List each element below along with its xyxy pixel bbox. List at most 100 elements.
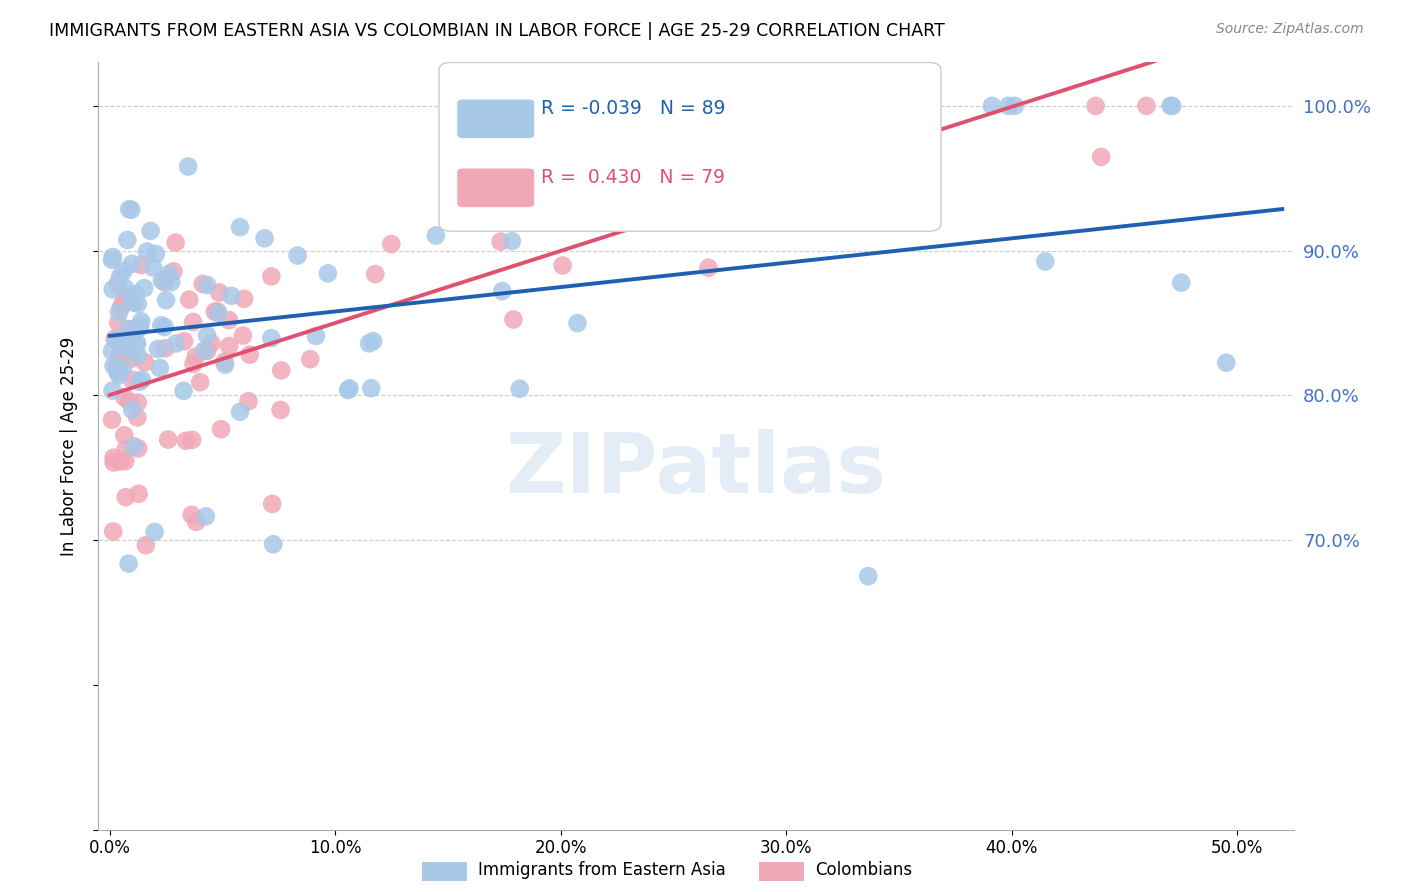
Point	[179, 293, 201, 307]
Point	[112, 390, 135, 404]
Point	[229, 405, 252, 419]
Point	[1135, 99, 1157, 113]
Point	[129, 258, 152, 272]
Point	[359, 336, 381, 351]
Point	[149, 361, 172, 376]
Point	[1090, 150, 1112, 164]
Point	[155, 293, 177, 308]
Point	[117, 233, 139, 247]
Point	[128, 320, 150, 334]
Point	[125, 337, 148, 351]
Point	[160, 275, 183, 289]
Text: R =  0.430   N = 79: R = 0.430 N = 79	[541, 168, 724, 186]
Point	[981, 99, 1004, 113]
Point	[208, 285, 231, 300]
Point	[491, 284, 513, 298]
Point	[118, 202, 141, 217]
Point	[260, 269, 283, 284]
Point	[232, 328, 254, 343]
Point	[136, 244, 159, 259]
Point	[194, 509, 217, 524]
Point	[111, 297, 134, 311]
Point	[111, 337, 134, 351]
Point	[233, 292, 256, 306]
Point	[184, 515, 207, 529]
Point	[117, 557, 139, 571]
Point	[121, 402, 143, 417]
Point	[120, 291, 142, 305]
Point	[103, 455, 125, 469]
Point	[121, 257, 143, 271]
Point	[103, 359, 125, 373]
Point	[150, 318, 173, 333]
Point	[101, 252, 124, 267]
Point	[114, 490, 136, 504]
Point	[188, 375, 211, 389]
Point	[122, 439, 145, 453]
Point	[142, 260, 165, 275]
Point	[107, 359, 129, 373]
Point	[262, 537, 284, 551]
Point	[270, 363, 292, 377]
Point	[114, 281, 136, 295]
Point	[195, 278, 218, 293]
Point	[1004, 99, 1026, 113]
Point	[127, 410, 149, 425]
Point	[697, 260, 720, 275]
Point	[134, 281, 156, 295]
Point	[143, 524, 166, 539]
Point	[134, 355, 156, 369]
Point	[104, 332, 127, 346]
Point	[153, 275, 176, 289]
Point	[218, 339, 240, 353]
Point	[110, 269, 132, 284]
Point	[127, 395, 149, 409]
Point	[117, 342, 139, 356]
Point	[214, 354, 236, 368]
Point	[239, 348, 262, 362]
Point	[880, 99, 903, 113]
Point	[111, 361, 134, 376]
Point	[260, 331, 283, 345]
Point	[811, 143, 834, 157]
Point	[769, 99, 792, 113]
Point	[425, 228, 447, 243]
Point	[114, 454, 136, 468]
Point	[221, 289, 243, 303]
Point	[110, 301, 132, 315]
Y-axis label: In Labor Force | Age 25-29: In Labor Force | Age 25-29	[59, 336, 77, 556]
Point	[101, 384, 124, 398]
Point	[858, 569, 880, 583]
Point	[191, 277, 214, 291]
Point	[205, 304, 228, 318]
Point	[101, 282, 124, 296]
Point	[808, 99, 831, 113]
Point	[122, 328, 145, 343]
Point	[238, 394, 260, 409]
Point	[127, 442, 149, 456]
Point	[678, 99, 700, 113]
Point	[118, 394, 141, 409]
Text: R = -0.039   N = 89: R = -0.039 N = 89	[541, 99, 725, 118]
Point	[287, 248, 309, 262]
Point	[489, 235, 512, 249]
Point	[107, 316, 129, 330]
Point	[104, 333, 127, 347]
Point	[195, 343, 218, 358]
Point	[195, 328, 218, 343]
Text: Colombians: Colombians	[815, 861, 912, 879]
Point	[107, 366, 129, 380]
Point	[184, 350, 207, 364]
Point	[108, 349, 131, 363]
Point	[214, 358, 236, 372]
Point	[103, 450, 125, 465]
Point	[150, 274, 173, 288]
FancyBboxPatch shape	[457, 99, 534, 138]
Point	[181, 433, 204, 447]
Point	[121, 373, 143, 387]
Point	[122, 295, 145, 310]
Point	[120, 352, 142, 367]
Point	[1084, 99, 1107, 113]
Point	[200, 336, 222, 351]
Point	[157, 433, 180, 447]
